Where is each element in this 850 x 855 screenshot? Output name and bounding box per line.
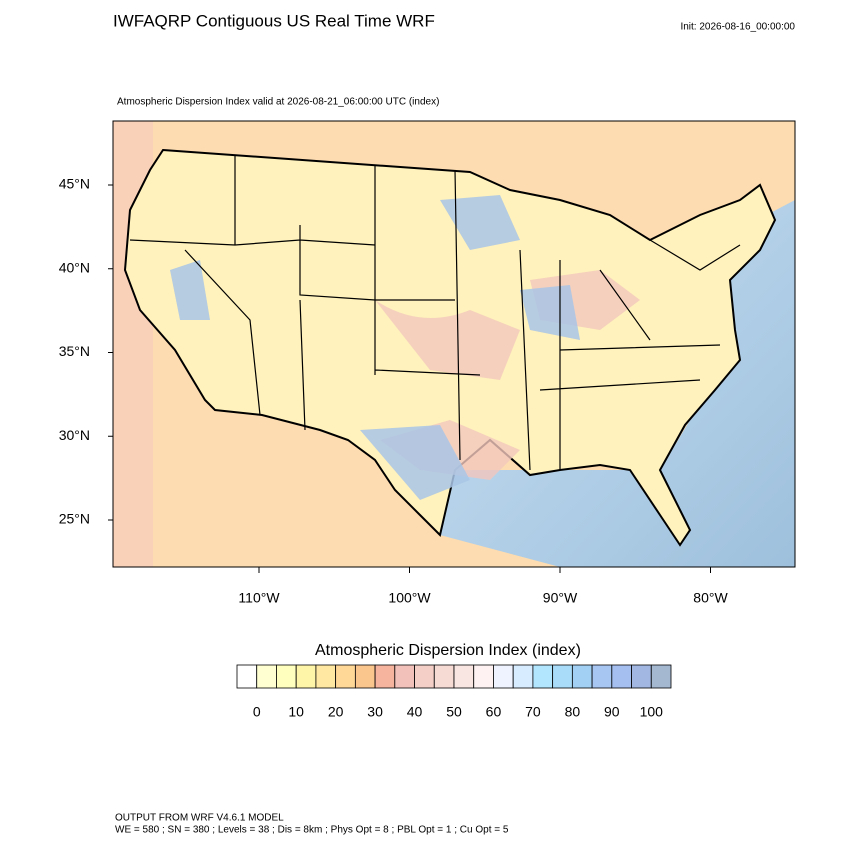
lon-label: 100°W	[388, 590, 431, 606]
colorbar-tick-label: 90	[604, 704, 620, 720]
colorbar-box	[295, 664, 317, 689]
colorbar-box	[354, 664, 376, 689]
lat-label: 35°N	[59, 343, 90, 359]
colorbar-tick-label: 80	[565, 704, 581, 720]
colorbar-box	[631, 664, 652, 689]
colorbar-box	[473, 664, 494, 689]
colorbar-tick-label: 10	[288, 704, 304, 720]
colorbar-box	[611, 664, 632, 689]
colorbar-box	[512, 664, 534, 689]
colorbar-tick-label: 40	[407, 704, 423, 720]
lon-label: 80°W	[693, 590, 728, 606]
lat-label: 30°N	[59, 427, 90, 443]
map-frame	[112, 120, 796, 568]
colorbar-tick-label: 50	[446, 704, 462, 720]
shading	[170, 195, 580, 500]
colorbar-box	[315, 664, 337, 689]
colorbar-box	[276, 664, 297, 689]
colorbar-box	[374, 664, 396, 689]
colorbar-tick-label: 60	[486, 704, 502, 720]
colorbar-box	[414, 664, 435, 689]
colorbar-box	[335, 664, 356, 689]
colorbar-box	[236, 664, 258, 689]
lon-label: 110°W	[238, 590, 280, 606]
title: IWFAQRP Contiguous US Real Time WRF	[113, 11, 435, 30]
state-borders	[129, 155, 741, 471]
colorbar-tick-label: 100	[640, 704, 664, 720]
map-subtitle: Atmospheric Dispersion Index valid at 20…	[117, 97, 439, 108]
colorbar-box	[552, 664, 573, 689]
colorbar-box	[433, 664, 455, 689]
colorbar-box	[453, 664, 475, 689]
colorbar-box	[256, 664, 277, 689]
colorbar-tick-label: 70	[525, 704, 541, 720]
colorbar-box	[532, 664, 554, 689]
lat-label: 40°N	[59, 259, 90, 275]
init-time: Init: 2026-08-16_00:00:00	[680, 22, 795, 33]
colorbar-box	[394, 664, 415, 689]
lon-label: 90°W	[543, 590, 578, 606]
colorbar-tick-label: 0	[253, 704, 261, 720]
colorbar-tick-label: 30	[367, 704, 383, 720]
ocean	[440, 200, 795, 567]
lat-label: 45°N	[59, 176, 90, 192]
footer-line: OUTPUT FROM WRF V4.6.1 MODEL	[115, 813, 284, 824]
colorbar-box	[493, 664, 514, 689]
colorbar-box	[591, 664, 613, 689]
map	[113, 121, 795, 567]
colorbar-tick-label: 20	[328, 704, 344, 720]
footer-line: WE = 580 ; SN = 380 ; Levels = 38 ; Dis …	[115, 825, 509, 836]
colorbar-title: Atmospheric Dispersion Index (index)	[315, 642, 581, 659]
lat-label: 25°N	[59, 511, 90, 527]
colorbar-box	[571, 664, 593, 689]
colorbar-box	[650, 664, 672, 689]
